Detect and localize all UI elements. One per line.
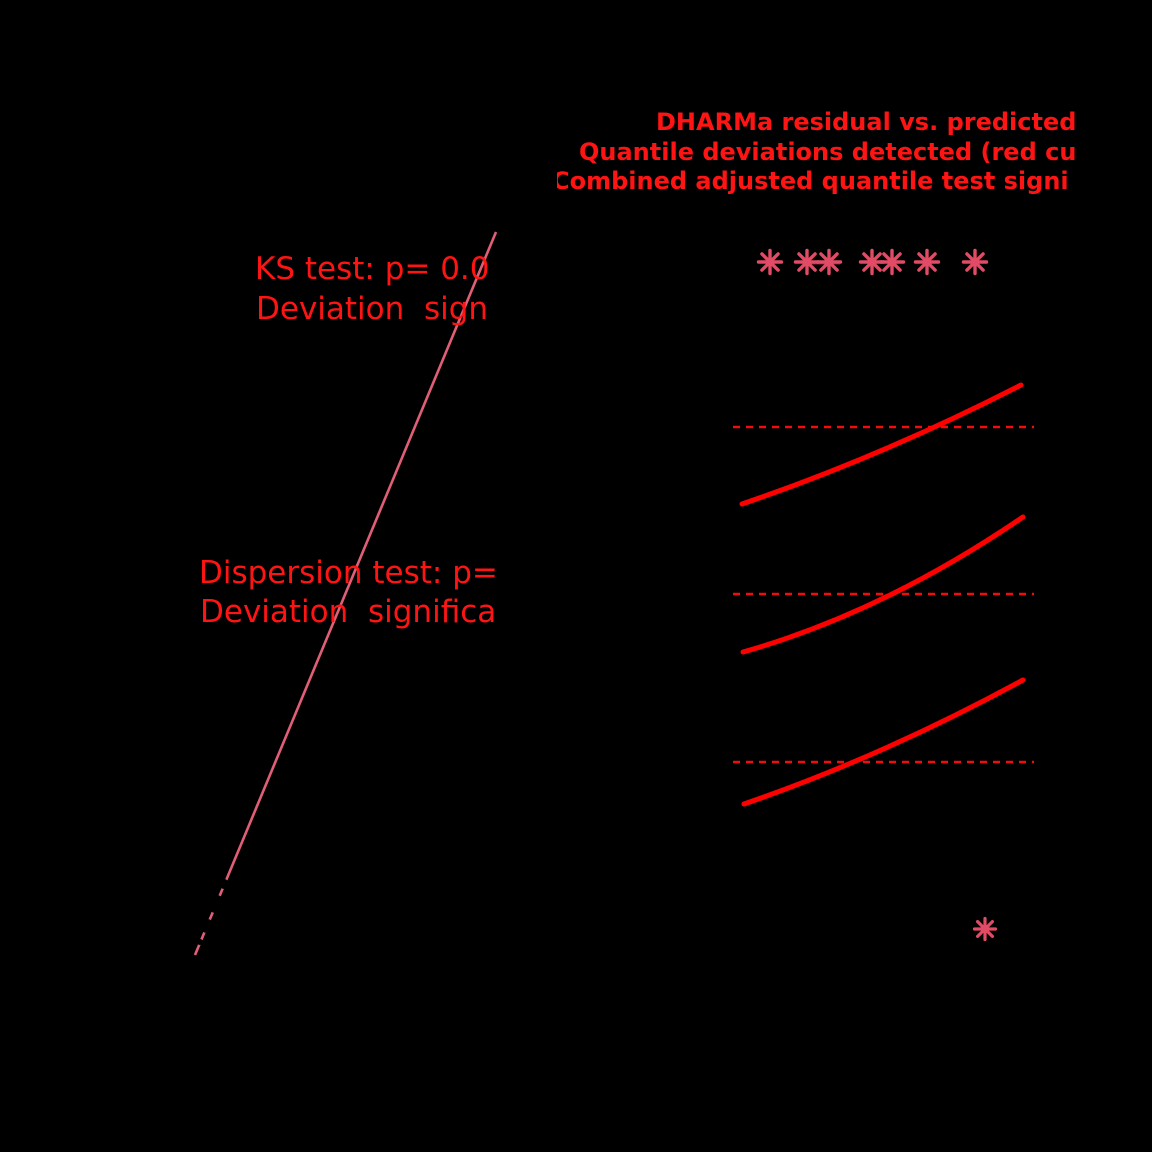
- qq-panel-text-area: KS test: p= 0.0 Deviation sign Dispersio…: [0, 0, 500, 1152]
- qq-point-occlusion: [207, 895, 225, 913]
- ks-test-label: KS test: p= 0.0: [255, 251, 490, 287]
- dispersion-deviation-label: Deviation significa: [200, 594, 497, 630]
- outlier-asterisk-bottom: [972, 916, 998, 942]
- plot-subtitle-combined-test: Combined adjusted quantile test signi: [557, 167, 1069, 195]
- outlier-asterisk-top: [756, 248, 784, 276]
- outlier-asterisk-top: [878, 248, 906, 276]
- residual-panel-title-area: DHARMa residual vs. predicted Quantile d…: [557, 104, 1113, 204]
- outlier-asterisk-top: [793, 248, 821, 276]
- outlier-asterisk-top: [815, 248, 843, 276]
- outlier-asterisk-top: [858, 248, 886, 276]
- qq-point-occlusion: [197, 939, 203, 945]
- quantile-fit-curve: [741, 677, 1026, 807]
- plot-subtitle-quantile-deviations: Quantile deviations detected (red cu: [579, 138, 1077, 166]
- ks-deviation-label: Deviation sign: [256, 291, 489, 327]
- qq-reference-line: [193, 231, 498, 956]
- quantile-fit-curve: [740, 514, 1026, 655]
- qq-point-occlusion: [219, 879, 229, 889]
- plot-title: DHARMa residual vs. predicted: [656, 108, 1077, 136]
- outlier-asterisk-top: [913, 248, 941, 276]
- dispersion-test-label: Dispersion test: p=: [199, 555, 498, 591]
- qq-point-occlusion: [200, 919, 214, 933]
- outlier-asterisk-top: [961, 248, 989, 276]
- quantile-fit-curve: [739, 382, 1024, 507]
